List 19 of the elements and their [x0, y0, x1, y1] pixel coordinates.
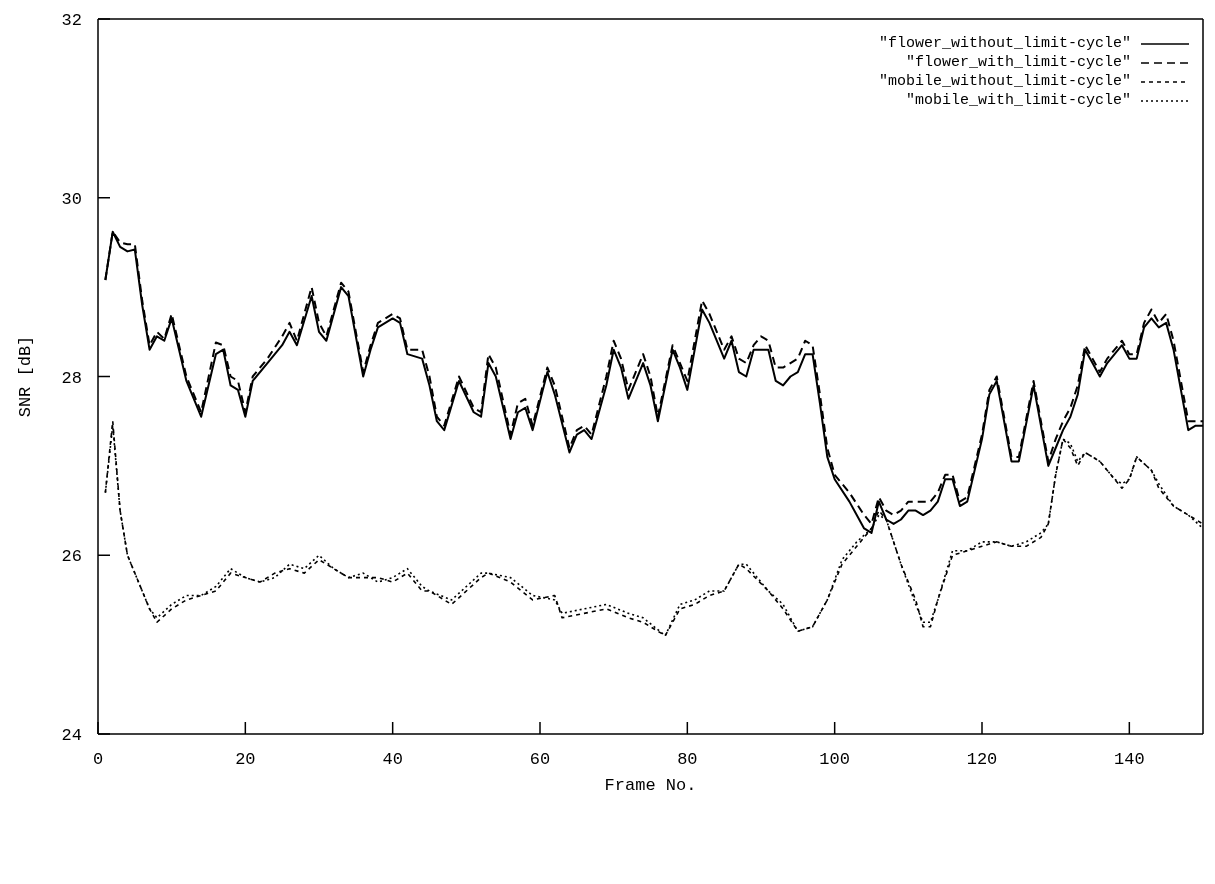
- x-tick-label: 100: [819, 750, 850, 770]
- legend-label: "flower_with_limit-cycle": [905, 54, 1131, 71]
- y-tick-label: 26: [61, 547, 82, 567]
- x-tick-label: 140: [1114, 750, 1145, 770]
- legend-label: "mobile_with_limit-cycle": [905, 92, 1131, 109]
- x-tick-label: 60: [529, 750, 551, 770]
- x-axis-title: Frame No.: [604, 776, 697, 795]
- y-tick-label: 28: [61, 368, 82, 388]
- y-tick-label: 30: [61, 189, 82, 209]
- y-tick-label: 24: [61, 726, 82, 746]
- y-axis-title: SNR [dB]: [16, 335, 36, 418]
- x-tick-label: 0: [92, 750, 104, 770]
- legend-label: "mobile_without_limit-cycle": [878, 73, 1131, 90]
- x-tick-label: 120: [966, 750, 998, 770]
- legend-label: "flower_without_limit-cycle": [878, 35, 1131, 52]
- y-tick-label: 32: [61, 11, 82, 31]
- x-tick-label: 20: [235, 750, 256, 770]
- x-tick-label: 40: [382, 750, 403, 770]
- x-tick-label: 80: [677, 750, 698, 770]
